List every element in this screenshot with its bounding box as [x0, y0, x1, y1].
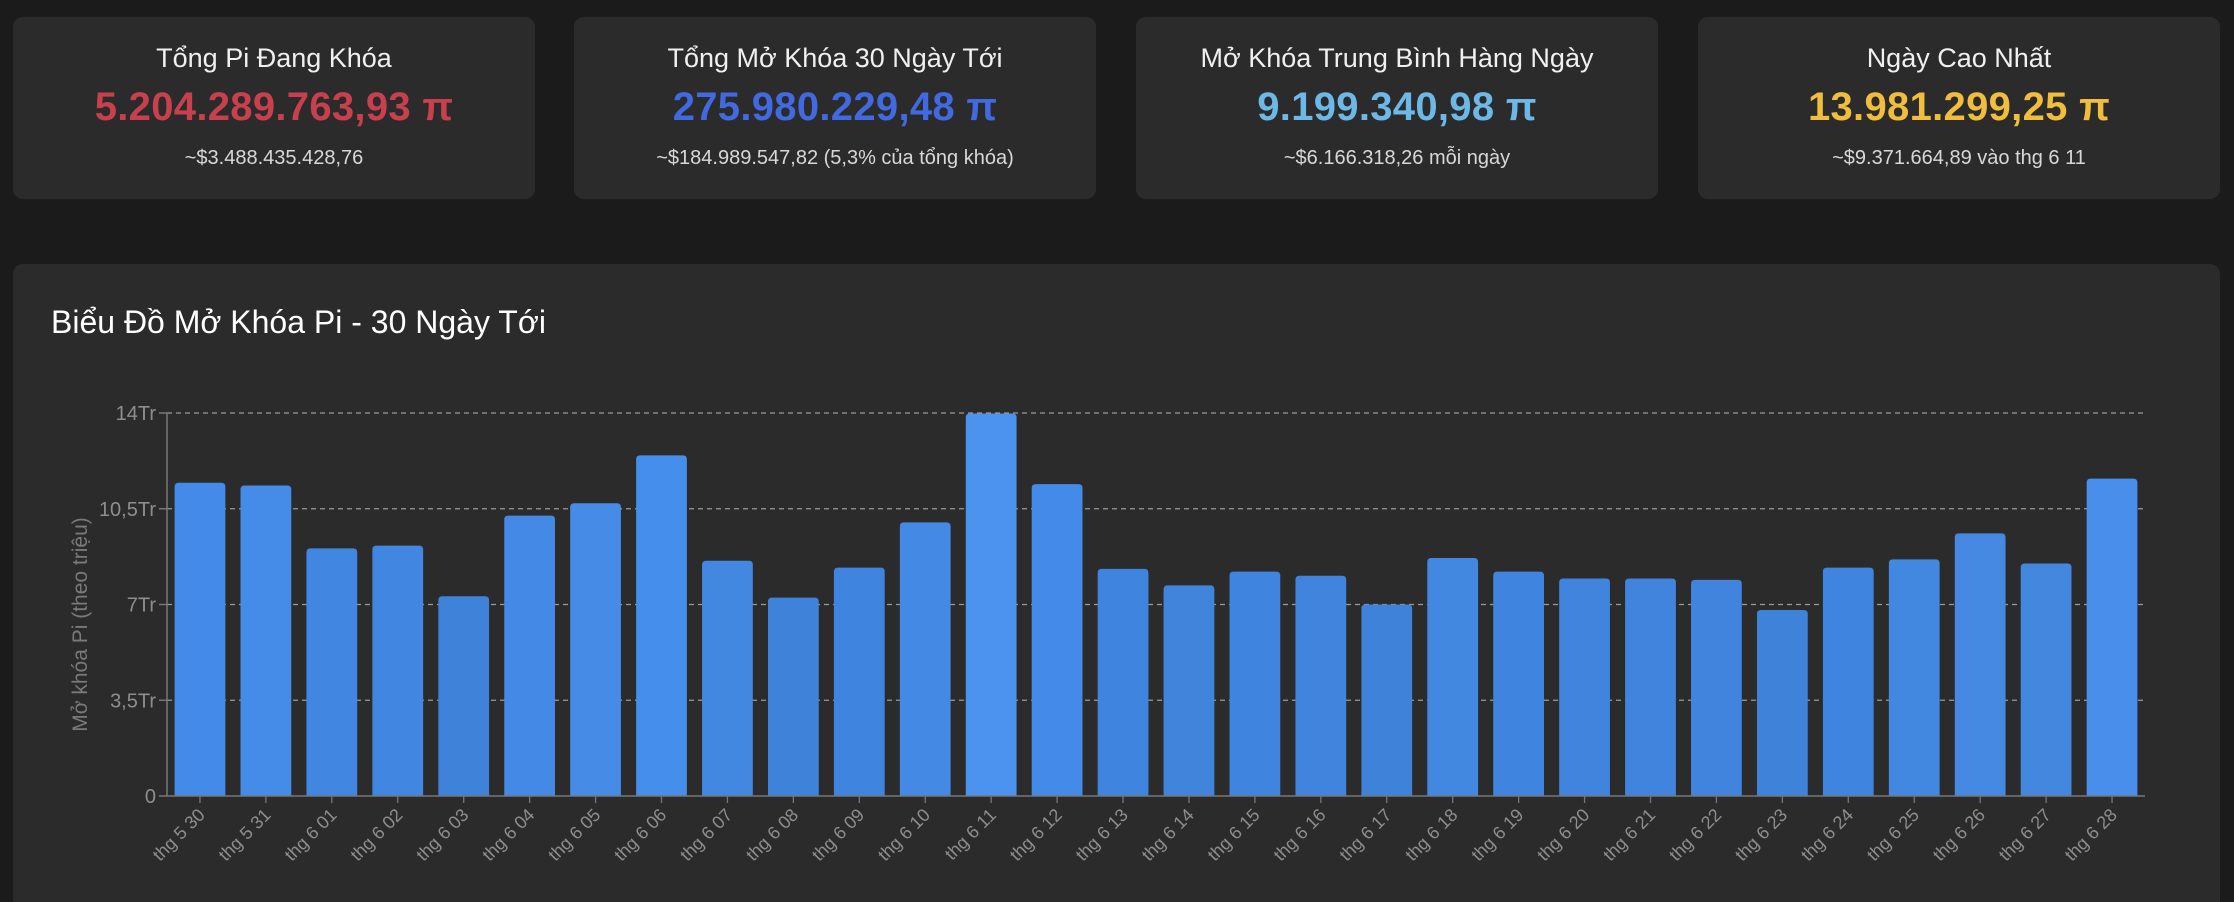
card-subtext: ~$3.488.435.428,76: [184, 147, 364, 169]
bar[interactable]: [965, 413, 1017, 796]
bar[interactable]: [1559, 578, 1610, 796]
card-value: 5.204.289.763,93 π: [94, 85, 454, 129]
stat-card-total-locked: Tổng Pi Đang Khóa 5.204.289.763,93 π ~$3…: [13, 17, 535, 199]
bar[interactable]: [438, 596, 490, 796]
x-tick-label: thg 6 22: [1665, 805, 1725, 865]
stat-card-peak-day: Ngày Cao Nhất 13.981.299,25 π ~$9.371.66…: [1698, 17, 2220, 199]
bar[interactable]: [1756, 609, 1808, 796]
card-title: Ngày Cao Nhất: [1866, 43, 2052, 73]
x-tick-label: thg 6 05: [544, 805, 604, 865]
bar[interactable]: [2086, 478, 2138, 796]
bar[interactable]: [1361, 604, 1413, 797]
x-tick-label: thg 6 09: [808, 805, 868, 865]
y-tick-label: 14Tr: [116, 403, 157, 425]
y-tick-label: 10,5Tr: [99, 499, 156, 521]
card-title: Mở Khóa Trung Bình Hàng Ngày: [1200, 43, 1594, 73]
bar[interactable]: [174, 482, 226, 796]
bar[interactable]: [1229, 571, 1281, 796]
x-tick-label: thg 6 12: [1006, 805, 1066, 865]
x-tick-label: thg 6 11: [941, 805, 1000, 864]
x-tick-label: thg 6 28: [2061, 805, 2121, 865]
bar[interactable]: [1954, 533, 2006, 796]
x-tick-label: thg 6 14: [1138, 805, 1198, 865]
x-tick-label: thg 6 15: [1204, 805, 1264, 865]
x-tick-label: thg 6 17: [1335, 805, 1395, 865]
stat-card-unlock-30-days: Tổng Mở Khóa 30 Ngày Tới 275.980.229,48 …: [574, 17, 1096, 199]
x-tick-label: thg 6 21: [1599, 805, 1659, 865]
stat-card-daily-average: Mở Khóa Trung Bình Hàng Ngày 9.199.340,9…: [1136, 17, 1658, 199]
bar[interactable]: [1888, 559, 1940, 796]
x-tick-label: thg 6 02: [346, 805, 406, 865]
grid-lines: [167, 412, 2145, 701]
card-subtext: ~$9.371.664,89 vào thg 6 11: [1832, 147, 2086, 169]
x-tick-label: thg 6 06: [610, 805, 670, 865]
bar[interactable]: [767, 597, 819, 796]
card-value: 13.981.299,25 π: [1807, 85, 2111, 129]
bar[interactable]: [1493, 571, 1545, 796]
x-tick-label: thg 6 04: [478, 805, 538, 865]
bar[interactable]: [1427, 557, 1479, 796]
card-value: 275.980.229,48 π: [672, 85, 998, 129]
bar[interactable]: [833, 567, 885, 796]
x-tick-label: thg 6 25: [1863, 805, 1923, 865]
x-tick-label: thg 5 30: [149, 805, 209, 865]
bars: [174, 413, 2138, 797]
x-tick-label: thg 6 27: [1995, 805, 2055, 865]
x-tick-label: thg 6 26: [1929, 805, 1989, 865]
x-tick-label: thg 6 19: [1467, 805, 1527, 865]
bar[interactable]: [504, 515, 556, 796]
bar[interactable]: [1097, 568, 1149, 796]
x-tick-label: thg 6 07: [676, 805, 736, 865]
x-tick-label: thg 6 01: [281, 805, 341, 865]
bar[interactable]: [636, 455, 687, 796]
bar[interactable]: [1625, 578, 1676, 796]
x-axis-ticks: thg 5 30 thg 5 31 thg 6 01 thg 6 02 thg 6 03…: [149, 796, 2121, 865]
card-value: 9.199.340,98 π: [1257, 85, 1537, 129]
bar[interactable]: [1822, 567, 1874, 796]
x-tick-label: thg 6 18: [1401, 805, 1461, 865]
card-subtext: ~$184.989.547,82 (5,3% của tổng khóa): [656, 147, 1014, 169]
y-tick-label: 7Tr: [127, 595, 157, 617]
x-tick-label: thg 6 23: [1731, 805, 1791, 865]
card-title: Tổng Pi Đang Khóa: [156, 43, 392, 73]
bar[interactable]: [1031, 484, 1083, 796]
bar[interactable]: [1163, 585, 1215, 796]
bar[interactable]: [1691, 579, 1742, 796]
x-tick-label: thg 5 31: [215, 805, 275, 865]
chart-title: Biểu Đồ Mở Khóa Pi - 30 Ngày Tới: [51, 304, 546, 340]
x-tick-label: thg 6 13: [1072, 805, 1132, 865]
x-tick-label: thg 6 03: [412, 805, 472, 865]
card-title: Tổng Mở Khóa 30 Ngày Tới: [667, 43, 1003, 73]
bar[interactable]: [899, 522, 951, 796]
bar[interactable]: [240, 485, 292, 796]
bar[interactable]: [372, 545, 424, 796]
bar[interactable]: [306, 548, 358, 796]
y-tick-label: 0: [145, 786, 156, 808]
x-tick-label: thg 6 20: [1533, 805, 1593, 865]
y-tick-label: 3,5Tr: [110, 690, 156, 712]
card-subtext: ~$6.166.318,26 mỗi ngày: [1283, 147, 1511, 169]
y-axis-ticks: 0 3,5Tr 7Tr 10,5Tr 14Tr: [99, 403, 167, 808]
x-tick-label: thg 6 10: [874, 805, 934, 865]
bar[interactable]: [1295, 575, 1347, 796]
x-tick-label: thg 6 08: [742, 805, 802, 865]
bar[interactable]: [2020, 563, 2072, 796]
bar[interactable]: [702, 560, 753, 796]
x-tick-label: thg 6 24: [1797, 805, 1857, 865]
y-axis-label: Mở khóa Pi (theo triệu): [69, 517, 92, 732]
x-tick-label: thg 6 16: [1270, 805, 1330, 865]
bar[interactable]: [570, 503, 621, 796]
